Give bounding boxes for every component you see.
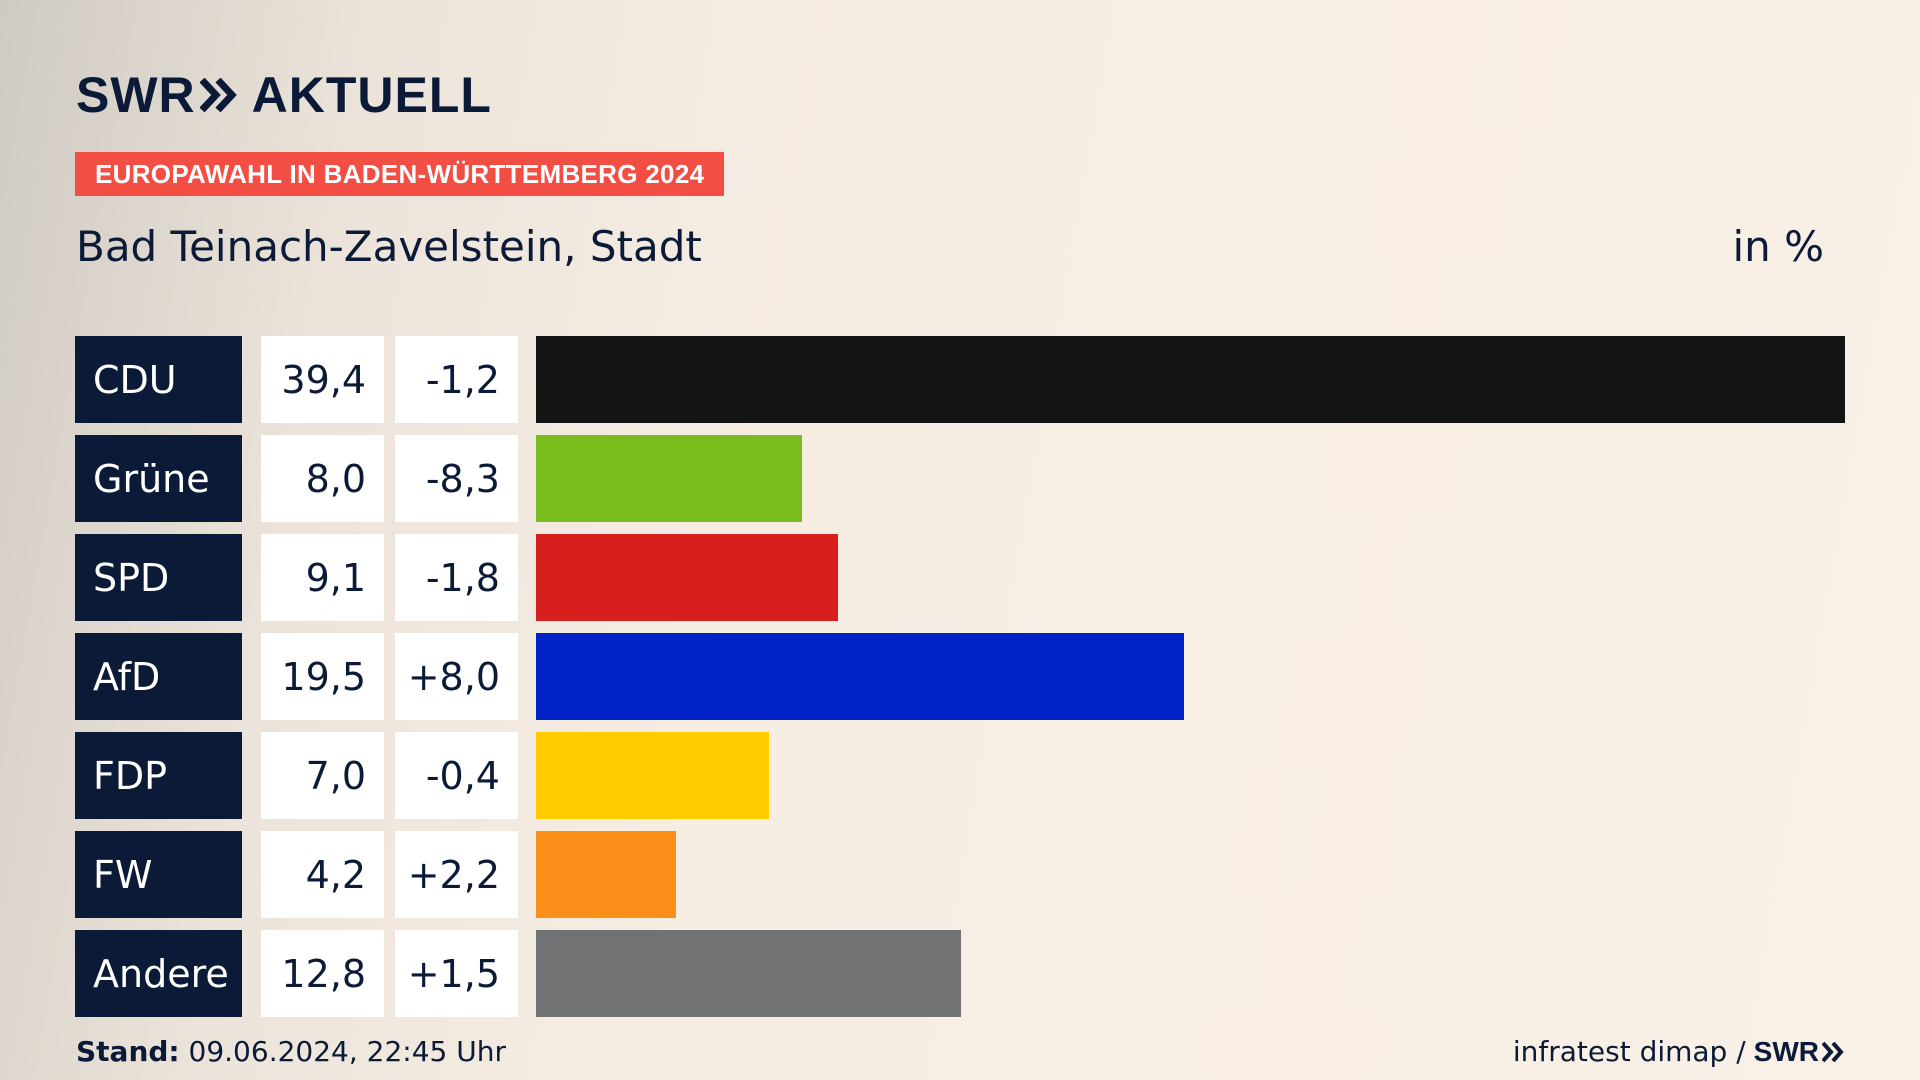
source-brand-name: SWR (1753, 1035, 1819, 1067)
chart-row: Grüne 8,0 -8,3 (75, 435, 1845, 522)
result-bar (536, 534, 838, 621)
logo-product: AKTUELL (251, 67, 492, 123)
region-title: Bad Teinach-Zavelstein, Stadt (76, 222, 702, 271)
source-chevrons-icon (1822, 1041, 1844, 1062)
party-label: AfD (75, 633, 242, 720)
swr-aktuell-logo: SWR AKTUELL (76, 66, 492, 124)
result-bar (536, 831, 676, 918)
party-label: Grüne (75, 435, 242, 522)
stand-label: Stand: (76, 1035, 180, 1068)
election-banner: EUROPAWAHL IN BADEN-WÜRTTEMBERG 2024 (75, 152, 725, 196)
unit-label: in % (1732, 222, 1824, 271)
chart-row: AfD 19,5 +8,0 (75, 633, 1845, 720)
chart-row: FDP 7,0 -0,4 (75, 732, 1845, 819)
result-bar (536, 633, 1184, 720)
party-label: Andere (75, 930, 242, 1017)
result-bar (536, 732, 769, 819)
result-bar (536, 336, 1845, 423)
chart-row: CDU 39,4 -1,2 (75, 336, 1845, 423)
change-label: -1,2 (395, 336, 518, 423)
vote-share-label: 4,2 (261, 831, 384, 918)
vote-share-label: 8,0 (261, 435, 384, 522)
source-credit: infratest dimap / SWR (1513, 1035, 1844, 1068)
change-label: +1,5 (395, 930, 518, 1017)
party-label: FDP (75, 732, 242, 819)
logo-brand: SWR (76, 67, 196, 123)
change-label: -8,3 (395, 435, 518, 522)
timestamp: Stand: 09.06.2024, 22:45 Uhr (76, 1035, 506, 1068)
result-bar (536, 930, 961, 1017)
vote-share-label: 7,0 (261, 732, 384, 819)
stand-value: 09.06.2024, 22:45 Uhr (188, 1035, 506, 1068)
vote-share-label: 39,4 (261, 336, 384, 423)
chevrons-icon (199, 78, 238, 112)
chart-row: SPD 9,1 -1,8 (75, 534, 1845, 621)
party-label: CDU (75, 336, 242, 423)
change-label: +2,2 (395, 831, 518, 918)
party-label: FW (75, 831, 242, 918)
party-label: SPD (75, 534, 242, 621)
vote-share-label: 12,8 (261, 930, 384, 1017)
change-label: -1,8 (395, 534, 518, 621)
change-label: +8,0 (395, 633, 518, 720)
result-bar (536, 435, 802, 522)
chart-row: FW 4,2 +2,2 (75, 831, 1845, 918)
chart-row: Andere 12,8 +1,5 (75, 930, 1845, 1017)
source-text: infratest dimap / (1512, 1035, 1746, 1068)
vote-share-label: 9,1 (261, 534, 384, 621)
change-label: -0,4 (395, 732, 518, 819)
source-brand: SWR (1754, 1036, 1844, 1068)
vote-share-label: 19,5 (261, 633, 384, 720)
